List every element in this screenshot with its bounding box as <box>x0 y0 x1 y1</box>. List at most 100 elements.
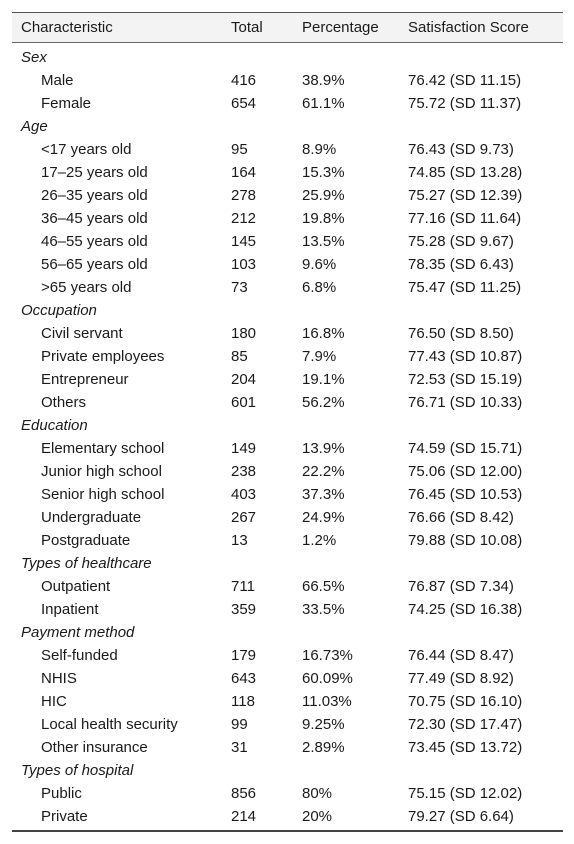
cell-satisfaction-score: 77.16 (SD 11.64) <box>408 210 522 227</box>
cell-satisfaction-score: 75.27 (SD 12.39) <box>408 187 523 204</box>
header-row: Characteristic Total Percentage Satisfac… <box>12 13 563 42</box>
cell-percentage: 9.25% <box>302 716 345 733</box>
cell-characteristic: 17–25 years old <box>41 164 148 181</box>
table-row: 56–65 years old 103 9.6% 78.35 (SD 6.43) <box>12 253 563 276</box>
cell-satisfaction-score: 79.27 (SD 6.64) <box>408 808 514 825</box>
cell-characteristic: Elementary school <box>41 440 165 457</box>
cell-characteristic: Junior high school <box>41 463 162 480</box>
table-row: Public 856 80% 75.15 (SD 12.02) <box>12 782 563 805</box>
cell-percentage: 24.9% <box>302 509 345 526</box>
cell-total: 416 <box>231 72 257 89</box>
cell-characteristic: Other insurance <box>41 739 148 756</box>
bottom-rule <box>12 830 563 832</box>
cell-characteristic: 56–65 years old <box>41 256 148 273</box>
table-row: >65 years old 73 6.8% 75.47 (SD 11.25) <box>12 276 563 299</box>
cell-satisfaction-score: 74.59 (SD 15.71) <box>408 440 523 457</box>
group-label: Education <box>21 417 88 434</box>
table-row: 17–25 years old 164 15.3% 74.85 (SD 13.28) <box>12 161 563 184</box>
header-percentage: Percentage <box>302 19 379 36</box>
cell-satisfaction-score: 75.28 (SD 9.67) <box>408 233 514 250</box>
table-row: Civil servant 180 16.8% 76.50 (SD 8.50) <box>12 322 563 345</box>
cell-total: 643 <box>231 670 257 687</box>
cell-total: 13 <box>231 532 248 549</box>
cell-percentage: 8.9% <box>302 141 337 158</box>
cell-percentage: 37.3% <box>302 486 345 503</box>
cell-percentage: 9.6% <box>302 256 337 273</box>
table-row: HIC 118 11.03% 70.75 (SD 16.10) <box>12 690 563 713</box>
cell-total: 214 <box>231 808 257 825</box>
cell-total: 118 <box>231 693 255 710</box>
cell-characteristic: Female <box>41 95 92 112</box>
cell-total: 145 <box>231 233 257 250</box>
cell-characteristic: Postgraduate <box>41 532 131 549</box>
header-characteristic: Characteristic <box>21 19 113 36</box>
table-row: <17 years old 95 8.9% 76.43 (SD 9.73) <box>12 138 563 161</box>
cell-characteristic: 26–35 years old <box>41 187 148 204</box>
table-row: Male 416 38.9% 76.42 (SD 11.15) <box>12 69 563 92</box>
group-header-row: Sex <box>12 46 563 69</box>
table-row: Junior high school 238 22.2% 75.06 (SD 12.0… <box>12 460 563 483</box>
group-label: Occupation <box>21 302 97 319</box>
cell-characteristic: Inpatient <box>41 601 99 618</box>
header-rule <box>12 42 563 43</box>
cell-percentage: 22.2% <box>302 463 345 480</box>
cell-total: 403 <box>231 486 257 503</box>
cell-percentage: 13.9% <box>302 440 345 457</box>
table-row: 36–45 years old 212 19.8% 77.16 (SD 11.64) <box>12 207 563 230</box>
table-row: Private employees 85 7.9% 77.43 (SD 10.87) <box>12 345 563 368</box>
cell-total: 180 <box>231 325 257 342</box>
cell-percentage: 1.2% <box>302 532 337 549</box>
cell-total: 238 <box>231 463 257 480</box>
cell-percentage: 15.3% <box>302 164 345 181</box>
cell-characteristic: 36–45 years old <box>41 210 148 227</box>
cell-satisfaction-score: 76.44 (SD 8.47) <box>408 647 514 664</box>
group-header-row: Types of hospital <box>12 759 563 782</box>
header-total: Total <box>231 19 263 36</box>
cell-total: 31 <box>231 739 248 756</box>
table-row: Self-funded 179 16.73% 76.44 (SD 8.47) <box>12 644 563 667</box>
cell-percentage: 25.9% <box>302 187 345 204</box>
cell-satisfaction-score: 76.42 (SD 11.15) <box>408 72 522 89</box>
cell-total: 601 <box>231 394 257 411</box>
cell-satisfaction-score: 75.06 (SD 12.00) <box>408 463 523 480</box>
cell-total: 711 <box>231 578 255 595</box>
cell-characteristic: Private <box>41 808 88 825</box>
cell-characteristic: Others <box>41 394 87 411</box>
table-row: Others 601 56.2% 76.71 (SD 10.33) <box>12 391 563 414</box>
cell-satisfaction-score: 76.66 (SD 8.42) <box>408 509 514 526</box>
group-header-row: Payment method <box>12 621 563 644</box>
cell-percentage: 19.1% <box>302 371 345 388</box>
cell-satisfaction-score: 77.43 (SD 10.87) <box>408 348 523 365</box>
cell-satisfaction-score: 79.88 (SD 10.08) <box>408 532 523 549</box>
top-rule <box>12 12 563 13</box>
cell-characteristic: Senior high school <box>41 486 165 503</box>
cell-total: 212 <box>231 210 257 227</box>
table-row: Postgraduate 13 1.2% 79.88 (SD 10.08) <box>12 529 563 552</box>
cell-satisfaction-score: 76.50 (SD 8.50) <box>408 325 514 342</box>
group-header-row: Occupation <box>12 299 563 322</box>
cell-total: 856 <box>231 785 257 802</box>
table-row: Entrepreneur 204 19.1% 72.53 (SD 15.19) <box>12 368 563 391</box>
cell-percentage: 16.8% <box>302 325 345 342</box>
cell-characteristic: >65 years old <box>41 279 132 296</box>
cell-characteristic: Outpatient <box>41 578 111 595</box>
cell-satisfaction-score: 74.85 (SD 13.28) <box>408 164 523 181</box>
table-row: NHIS 643 60.09% 77.49 (SD 8.92) <box>12 667 563 690</box>
cell-characteristic: Local health security <box>41 716 178 733</box>
cell-characteristic: <17 years old <box>41 141 132 158</box>
cell-total: 278 <box>231 187 257 204</box>
cell-percentage: 80% <box>302 785 333 802</box>
cell-percentage: 60.09% <box>302 670 353 687</box>
cell-percentage: 2.89% <box>302 739 345 756</box>
cell-satisfaction-score: 75.72 (SD 11.37) <box>408 95 522 112</box>
table-row: Outpatient 711 66.5% 76.87 (SD 7.34) <box>12 575 563 598</box>
table-row: 26–35 years old 278 25.9% 75.27 (SD 12.39) <box>12 184 563 207</box>
cell-total: 267 <box>231 509 257 526</box>
group-header-row: Age <box>12 115 563 138</box>
group-header-row: Education <box>12 414 563 437</box>
cell-total: 179 <box>231 647 257 664</box>
cell-satisfaction-score: 74.25 (SD 16.38) <box>408 601 523 618</box>
table-row: Private 214 20% 79.27 (SD 6.64) <box>12 805 563 828</box>
cell-total: 103 <box>231 256 257 273</box>
group-label: Sex <box>21 49 47 66</box>
